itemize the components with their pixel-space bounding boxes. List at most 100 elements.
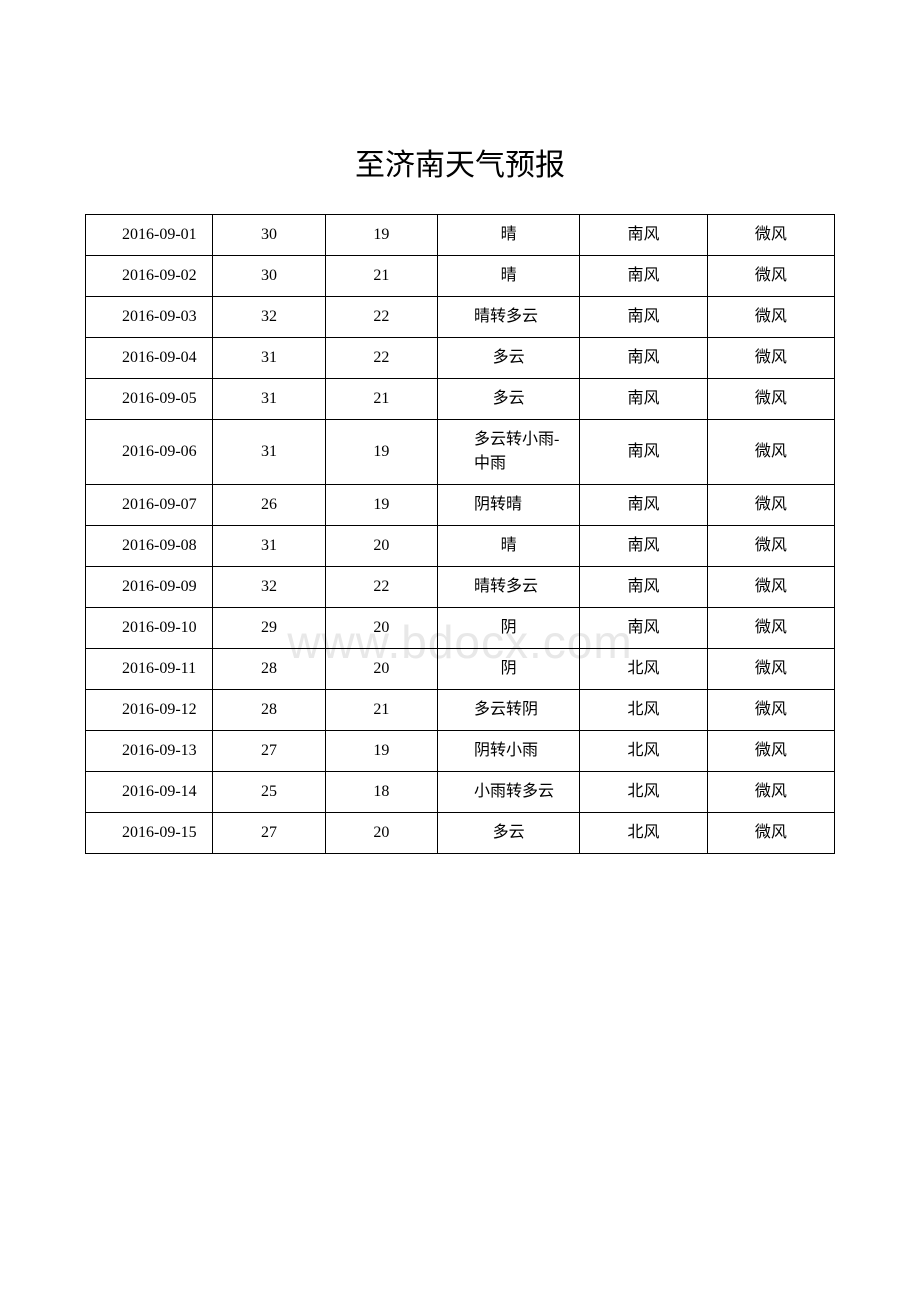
cell-date: 2016-09-08 — [86, 526, 213, 567]
cell-wind-direction: 南风 — [580, 256, 707, 297]
cell-wind-level: 微风 — [707, 215, 834, 256]
cell-wind-direction: 南风 — [580, 608, 707, 649]
cell-wind-direction: 南风 — [580, 297, 707, 338]
cell-date: 2016-09-07 — [86, 485, 213, 526]
table-row: 2016-09-083120晴南风微风 — [86, 526, 835, 567]
cell-low-temp: 18 — [325, 772, 437, 813]
table-row: 2016-09-013019晴南风微风 — [86, 215, 835, 256]
table-row: 2016-09-043122多云南风微风 — [86, 338, 835, 379]
table-row: 2016-09-142518 小雨转多云北风微风 — [86, 772, 835, 813]
cell-weather: 多云转阴 — [438, 690, 580, 731]
table-row: 2016-09-023021晴南风微风 — [86, 256, 835, 297]
cell-weather: 晴 — [438, 256, 580, 297]
table-row: 2016-09-033222 晴转多云南风微风 — [86, 297, 835, 338]
cell-wind-level: 微风 — [707, 649, 834, 690]
cell-high-temp: 28 — [213, 649, 325, 690]
cell-weather: 多云 — [438, 379, 580, 420]
cell-wind-level: 微风 — [707, 485, 834, 526]
cell-wind-level: 微风 — [707, 690, 834, 731]
cell-wind-direction: 南风 — [580, 526, 707, 567]
cell-high-temp: 31 — [213, 526, 325, 567]
cell-low-temp: 19 — [325, 485, 437, 526]
cell-date: 2016-09-13 — [86, 731, 213, 772]
cell-weather: 多云转小雨-中雨 — [438, 420, 580, 485]
cell-wind-level: 微风 — [707, 379, 834, 420]
cell-wind-direction: 北风 — [580, 772, 707, 813]
table-row: 2016-09-063119 多云转小雨-中雨南风微风 — [86, 420, 835, 485]
cell-low-temp: 21 — [325, 379, 437, 420]
cell-weather: 晴转多云 — [438, 297, 580, 338]
cell-date: 2016-09-11 — [86, 649, 213, 690]
weather-table: 2016-09-013019晴南风微风2016-09-023021晴南风微风20… — [85, 214, 835, 854]
cell-wind-direction: 南风 — [580, 420, 707, 485]
cell-weather: 晴转多云 — [438, 567, 580, 608]
cell-weather: 阴转小雨 — [438, 731, 580, 772]
cell-high-temp: 31 — [213, 420, 325, 485]
page-title: 至济南天气预报 — [85, 140, 835, 184]
table-row: 2016-09-093222 晴转多云南风微风 — [86, 567, 835, 608]
cell-wind-direction: 北风 — [580, 813, 707, 854]
cell-low-temp: 19 — [325, 215, 437, 256]
cell-wind-direction: 南风 — [580, 215, 707, 256]
cell-date: 2016-09-06 — [86, 420, 213, 485]
cell-wind-level: 微风 — [707, 256, 834, 297]
cell-wind-direction: 南风 — [580, 485, 707, 526]
cell-high-temp: 25 — [213, 772, 325, 813]
cell-weather: 阴 — [438, 608, 580, 649]
cell-high-temp: 29 — [213, 608, 325, 649]
cell-date: 2016-09-12 — [86, 690, 213, 731]
cell-low-temp: 20 — [325, 813, 437, 854]
cell-wind-level: 微风 — [707, 297, 834, 338]
cell-wind-direction: 北风 — [580, 649, 707, 690]
cell-high-temp: 31 — [213, 338, 325, 379]
cell-high-temp: 30 — [213, 256, 325, 297]
cell-high-temp: 28 — [213, 690, 325, 731]
cell-date: 2016-09-01 — [86, 215, 213, 256]
table-row: 2016-09-122821 多云转阴北风微风 — [86, 690, 835, 731]
table-row: 2016-09-112820阴北风微风 — [86, 649, 835, 690]
cell-wind-direction: 北风 — [580, 690, 707, 731]
cell-wind-level: 微风 — [707, 567, 834, 608]
cell-wind-level: 微风 — [707, 813, 834, 854]
table-row: 2016-09-053121多云南风微风 — [86, 379, 835, 420]
cell-high-temp: 26 — [213, 485, 325, 526]
cell-wind-direction: 北风 — [580, 731, 707, 772]
cell-weather: 阴转晴 — [438, 485, 580, 526]
cell-wind-direction: 南风 — [580, 567, 707, 608]
cell-wind-direction: 南风 — [580, 338, 707, 379]
cell-weather: 晴 — [438, 526, 580, 567]
table-row: 2016-09-132719 阴转小雨北风微风 — [86, 731, 835, 772]
cell-high-temp: 27 — [213, 731, 325, 772]
cell-low-temp: 19 — [325, 731, 437, 772]
cell-high-temp: 30 — [213, 215, 325, 256]
cell-weather: 阴 — [438, 649, 580, 690]
cell-low-temp: 20 — [325, 608, 437, 649]
cell-date: 2016-09-14 — [86, 772, 213, 813]
cell-date: 2016-09-10 — [86, 608, 213, 649]
cell-high-temp: 27 — [213, 813, 325, 854]
cell-low-temp: 21 — [325, 690, 437, 731]
cell-date: 2016-09-04 — [86, 338, 213, 379]
cell-weather: 多云 — [438, 338, 580, 379]
cell-date: 2016-09-02 — [86, 256, 213, 297]
cell-weather: 晴 — [438, 215, 580, 256]
table-row: 2016-09-072619 阴转晴南风微风 — [86, 485, 835, 526]
cell-low-temp: 22 — [325, 297, 437, 338]
cell-high-temp: 32 — [213, 297, 325, 338]
table-row: 2016-09-102920阴南风微风 — [86, 608, 835, 649]
cell-date: 2016-09-15 — [86, 813, 213, 854]
cell-wind-direction: 南风 — [580, 379, 707, 420]
cell-date: 2016-09-03 — [86, 297, 213, 338]
cell-low-temp: 22 — [325, 567, 437, 608]
cell-low-temp: 20 — [325, 526, 437, 567]
cell-low-temp: 21 — [325, 256, 437, 297]
cell-wind-level: 微风 — [707, 420, 834, 485]
table-row: 2016-09-152720多云北风微风 — [86, 813, 835, 854]
cell-weather: 小雨转多云 — [438, 772, 580, 813]
cell-wind-level: 微风 — [707, 526, 834, 567]
cell-wind-level: 微风 — [707, 608, 834, 649]
cell-wind-level: 微风 — [707, 338, 834, 379]
cell-low-temp: 22 — [325, 338, 437, 379]
cell-high-temp: 31 — [213, 379, 325, 420]
cell-wind-level: 微风 — [707, 772, 834, 813]
